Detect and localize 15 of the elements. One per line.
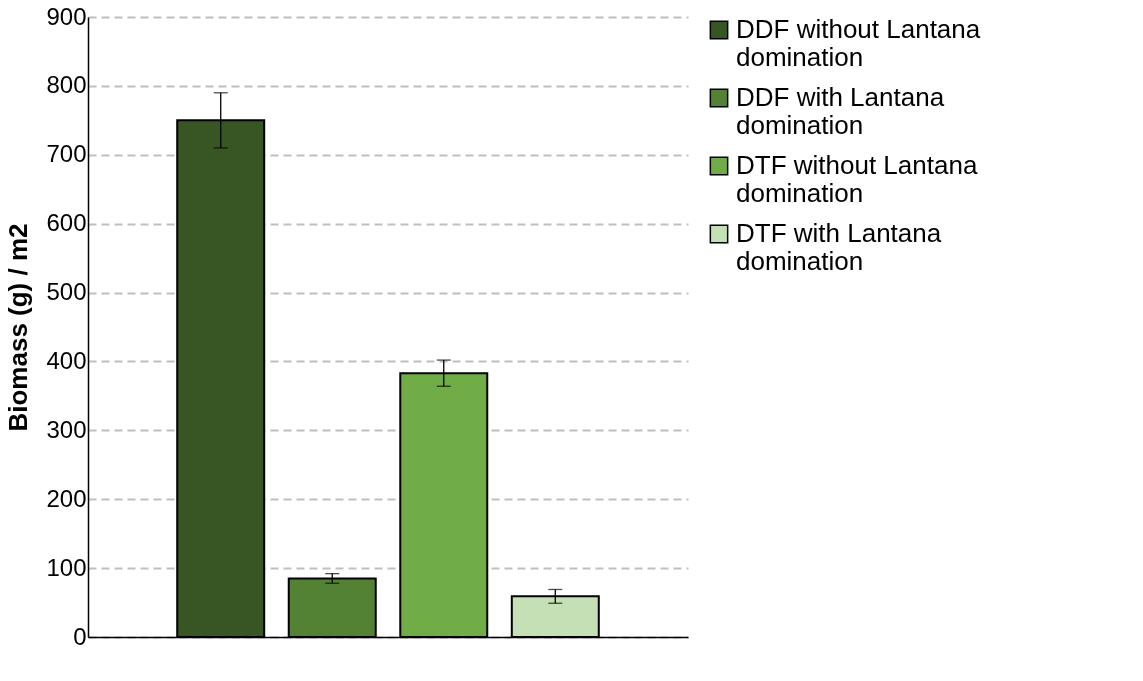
y-tick-label: 300 [46,415,87,443]
legend-label: DTF with Lantana domination [736,218,942,276]
y-tick-label: 200 [46,484,87,512]
y-tick-label: 600 [46,209,87,237]
legend-label: DDF without Lantana domination [736,14,981,72]
y-tick-label: 100 [46,553,87,581]
legend-label: DTF without Lantana domination [736,150,978,208]
y-tick-label: 700 [46,140,87,168]
y-tick-label: 900 [46,2,87,30]
y-axis-title: Biomass (g) / m2 [3,223,34,432]
y-tick-label: 400 [46,346,87,374]
y-tick-label: 800 [46,71,87,99]
y-tick-label: 0 [73,622,87,650]
y-tick-label: 500 [46,278,87,306]
legend-label: DDF with Lantana domination [736,82,945,140]
